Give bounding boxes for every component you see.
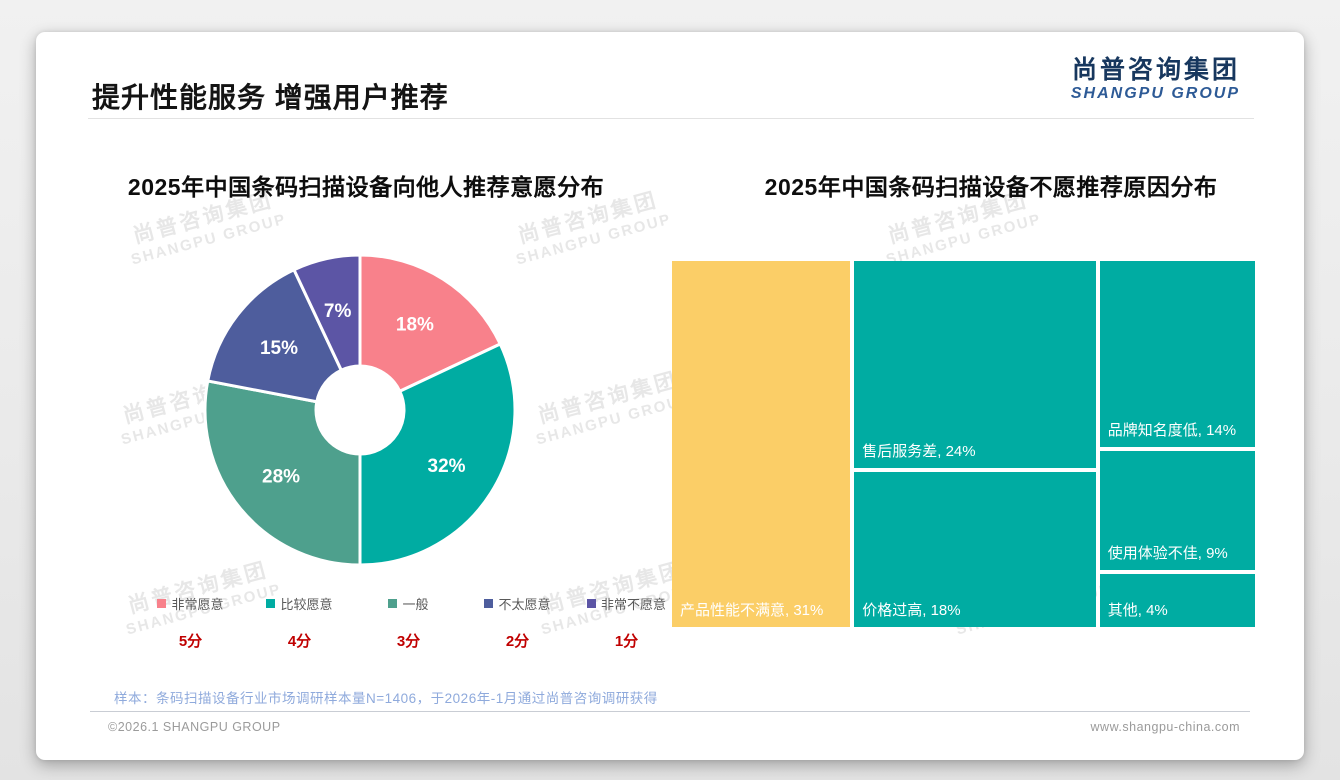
pie-value-label: 7% (324, 301, 352, 322)
treemap-cell: 其他, 4% (1099, 573, 1255, 627)
header-divider (88, 118, 1254, 119)
treemap-column: 品牌知名度低, 14% 使用体验不佳, 9% 其他, 4% (1099, 261, 1255, 627)
legend-swatch (484, 599, 494, 608)
pie-slice (292, 253, 362, 372)
legend-swatch (586, 599, 596, 608)
legend-item: 非常不愿意 1分 (572, 594, 681, 651)
pie-value-label: 15% (260, 338, 298, 359)
legend-item: 不太愿意 2分 (463, 594, 572, 651)
treemap-cell-label: 品牌知名度低, 14% (1107, 421, 1237, 439)
page-title: 提升性能服务 增强用户推荐 (92, 82, 449, 113)
legend-label: 不太愿意 (498, 597, 551, 612)
pie-slice (358, 253, 502, 393)
score-label: 1分 (614, 633, 639, 650)
legend-swatch (266, 599, 276, 608)
pie-value-label: 28% (262, 466, 300, 487)
score-label: 5分 (178, 633, 203, 650)
treemap-cell-label: 售后服务差, 24% (862, 442, 976, 460)
sample-footnote: 样本：条码扫描设备行业市场调研样本量N=1406，于2026年-1月通过尚普咨询… (114, 691, 658, 706)
donut-chart-svg: 18% 32% 28% 15% 7% (203, 253, 517, 567)
logo-english-name: SHANGPU GROUP (1070, 84, 1240, 102)
treemap-cell-label: 价格过高, 18% (862, 602, 961, 619)
pie-value-label: 18% (396, 314, 434, 335)
treemap-column: 售后服务差, 24% 价格过高, 18% (854, 261, 1096, 627)
legend-item: 比较愿意 4分 (245, 594, 354, 651)
pie-slice (203, 379, 362, 567)
score-label: 4分 (287, 633, 312, 650)
treemap-cell: 售后服务差, 24% (854, 261, 1096, 468)
treemap-cell-label: 使用体验不佳, 9% (1107, 544, 1228, 562)
legend-label: 比较愿意 (280, 597, 333, 612)
treemap-cell: 品牌知名度低, 14% (1099, 261, 1255, 447)
score-label: 3分 (396, 633, 421, 650)
legend-item: 一般 3分 (354, 594, 463, 651)
website-url: www.shangpu-china.com (1090, 720, 1240, 734)
legend-label: 非常不愿意 (600, 597, 666, 612)
pie-slice (358, 342, 517, 567)
legend-label: 一般 (402, 597, 429, 612)
legend-item: 非常愿意 5分 (136, 594, 245, 651)
score-label: 2分 (505, 633, 530, 650)
treemap-cell-label: 产品性能不满意, 31% (680, 602, 824, 619)
legend-swatch (388, 599, 398, 608)
treemap-column: 产品性能不满意, 31% (672, 261, 851, 627)
treemap-chart-title: 2025年中国条码扫描设备不愿推荐原因分布 (764, 174, 1218, 200)
donut-chart: 18% 32% 28% 15% 7% (200, 250, 520, 570)
pie-legend: 非常愿意 5分 比较愿意 4分 一般 3分 不太愿意 2分 非常不愿意 1分 (136, 594, 681, 651)
footer-divider (90, 711, 1250, 712)
slide-card: 尚普咨询集团 SHANGPU GROUP 尚普咨询集团 SHANGPU GROUP 尚普… (36, 32, 1304, 760)
treemap-cell-label: 其他, 4% (1107, 601, 1168, 619)
copyright-text: ©2026.1 SHANGPU GROUP (108, 720, 281, 734)
treemap-chart: 产品性能不满意, 31% 售后服务差, 24% 价格过高, 18% 品牌知名度低, 1… (672, 261, 1255, 627)
logo-chinese-name: 尚普咨询集团 (1071, 56, 1240, 84)
company-logo: 尚普咨询集团 SHANGPU GROUP (1071, 56, 1240, 103)
treemap-cell: 使用体验不佳, 9% (1099, 450, 1255, 570)
treemap-cell: 价格过高, 18% (854, 471, 1096, 627)
pie-value-label: 32% (428, 456, 466, 477)
donut-chart-title: 2025年中国条码扫描设备向他人推荐意愿分布 (127, 174, 605, 200)
legend-swatch (157, 599, 167, 608)
treemap-cell: 产品性能不满意, 31% (672, 261, 851, 627)
legend-label: 非常愿意 (171, 597, 224, 612)
